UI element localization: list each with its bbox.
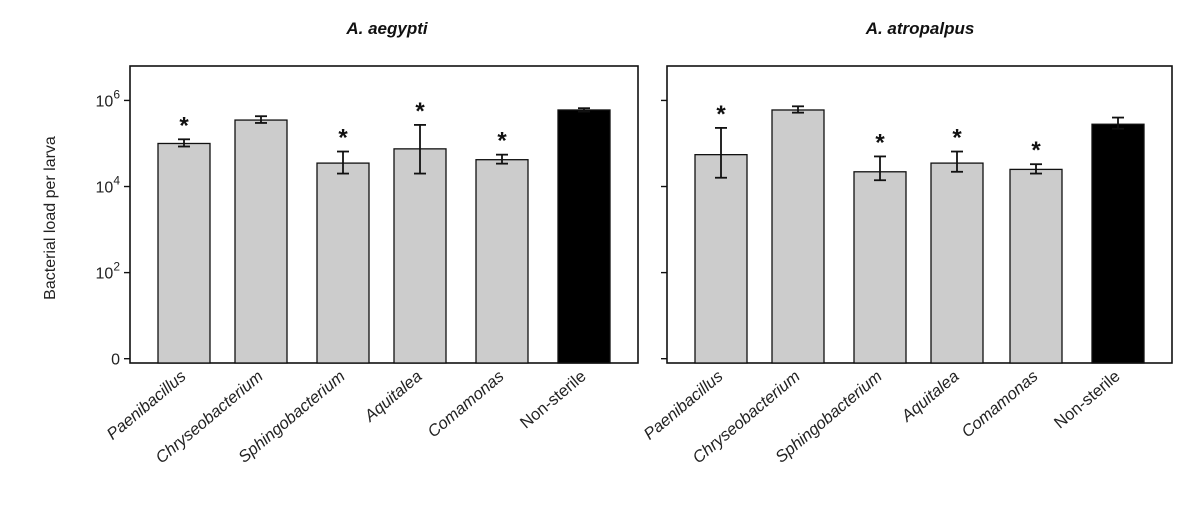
y-tick-label: 104 <box>96 174 121 197</box>
significance-star: * <box>415 98 425 125</box>
bar <box>694 154 748 364</box>
bar <box>771 109 825 364</box>
y-tick-label: 0 <box>111 352 120 369</box>
category-label: Non-sterile <box>517 367 590 432</box>
bar <box>316 162 370 364</box>
plot-frame <box>666 65 1173 364</box>
significance-star: * <box>1031 137 1041 164</box>
chart-panel-2: A. atropalpus*PaenibacillusChryseobacter… <box>641 19 1173 467</box>
significance-star: * <box>179 112 189 139</box>
category-label: Non-sterile <box>1051 367 1124 432</box>
chart-title: A. aegypti <box>345 19 429 38</box>
significance-star: * <box>338 125 348 152</box>
significance-star: * <box>952 125 962 152</box>
bar <box>853 171 907 364</box>
category-label: Comamonas <box>958 367 1041 441</box>
category-label: Aquitalea <box>361 367 426 426</box>
bar <box>1009 168 1063 364</box>
plot-frame <box>129 65 639 364</box>
bar <box>557 109 611 364</box>
bar <box>1091 123 1145 364</box>
bar <box>475 159 529 364</box>
y-axis-label: Bacterial load per larva <box>42 136 59 300</box>
y-tick-label: 106 <box>96 87 121 110</box>
bar <box>157 142 211 364</box>
significance-star: * <box>716 101 726 128</box>
bar <box>930 162 984 364</box>
y-tick-label: 102 <box>96 260 121 283</box>
category-label: Aquitalea <box>898 367 963 426</box>
significance-star: * <box>497 128 507 155</box>
chart-title: A. atropalpus <box>865 19 975 38</box>
category-label: Comamonas <box>424 367 507 441</box>
bar <box>234 119 288 364</box>
chart-panel-1: A. aegypti0102104106*PaenibacillusChryse… <box>96 19 639 467</box>
bar <box>393 148 447 364</box>
significance-star: * <box>875 129 885 156</box>
